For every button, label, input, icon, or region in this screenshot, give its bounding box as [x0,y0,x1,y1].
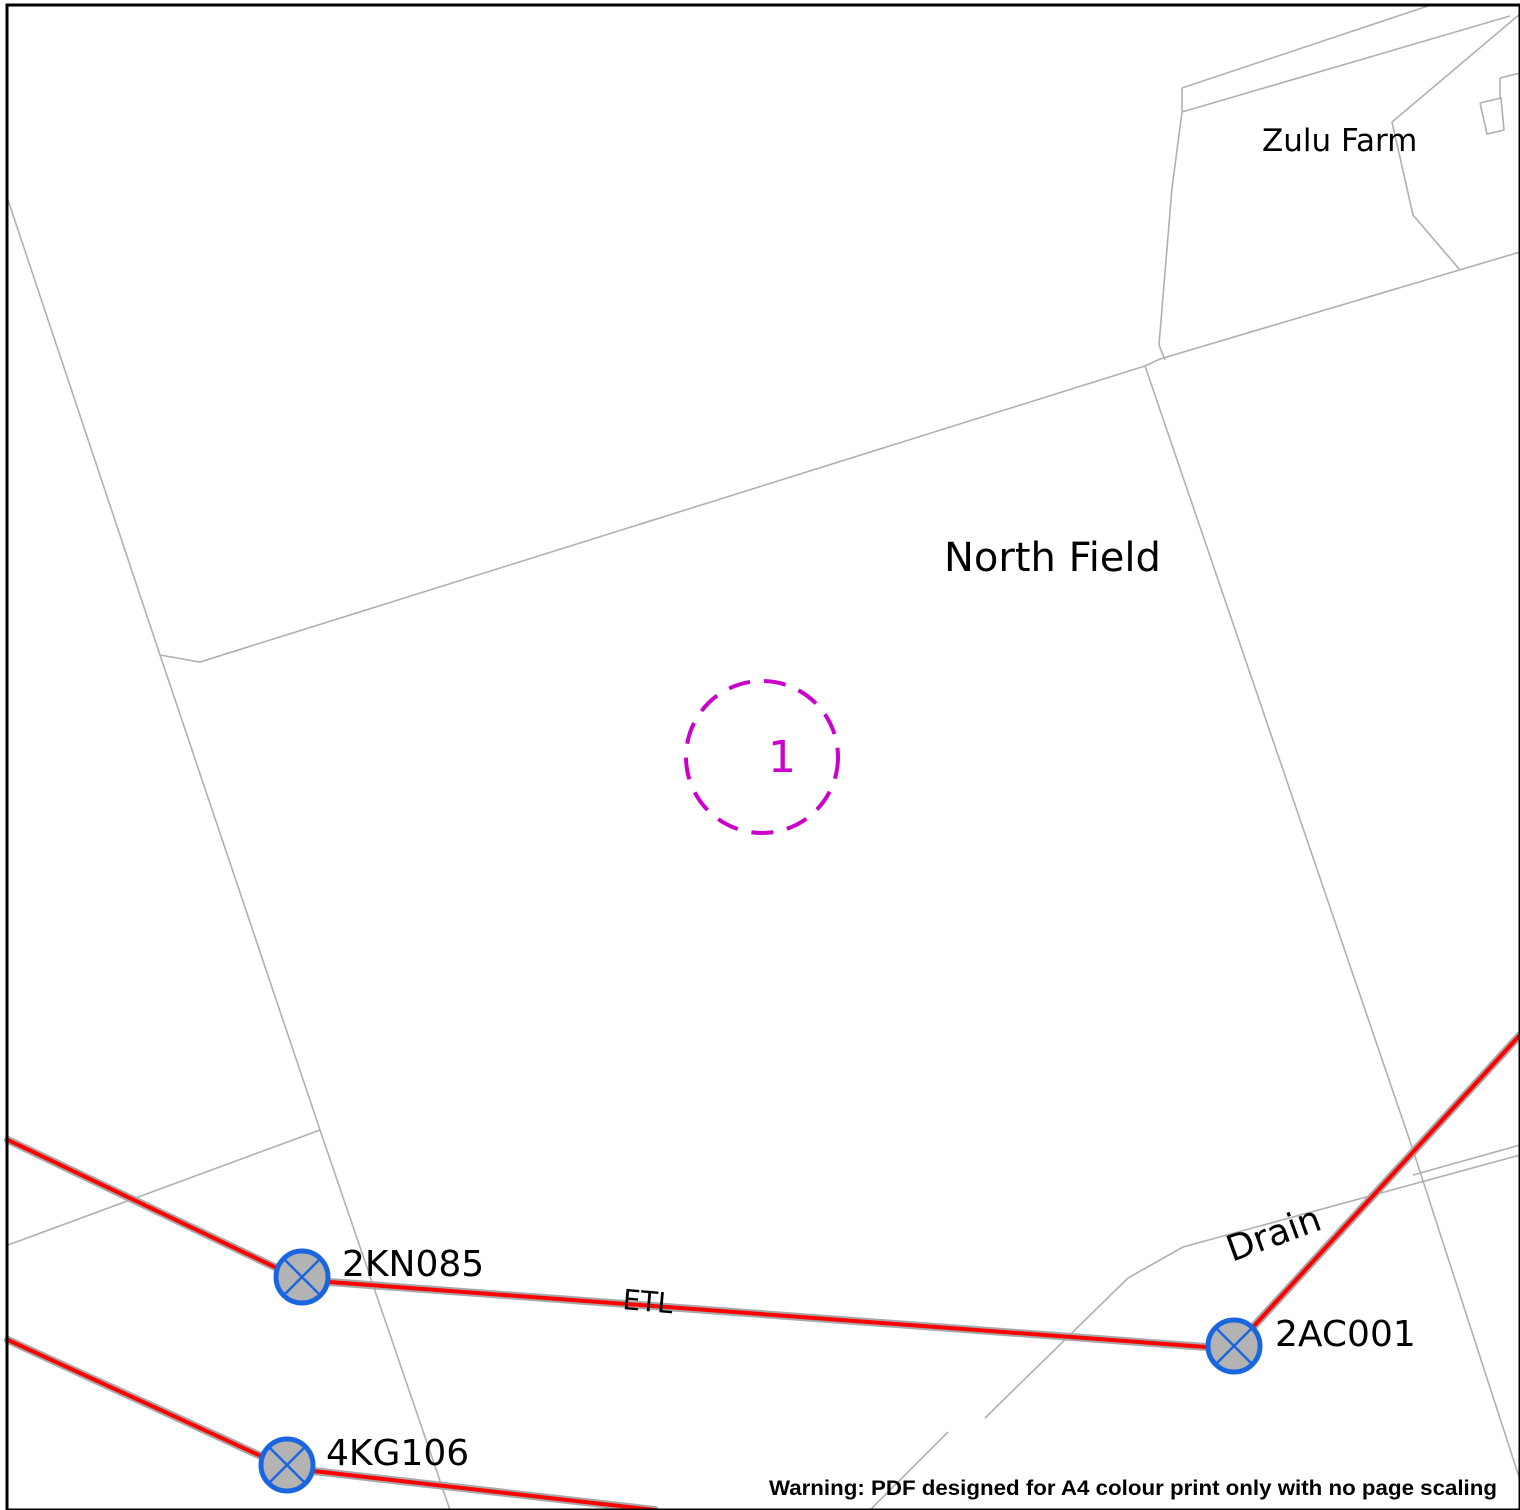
boundary-drain-bank [984,1246,1184,1419]
pole-2kn085[interactable] [273,1248,331,1306]
etl-line [6,1033,1520,1351]
boundary-farm-top-1 [1181,5,1429,89]
place-label-zulu-farm: Zulu Farm [1262,123,1417,159]
boundary-southwest [7,1129,321,1246]
pole-label-4kg106: 4KG106 [326,1433,469,1474]
pole-cross-b [1215,1327,1253,1365]
pole-2ac001[interactable] [1205,1317,1263,1375]
pole-4kg106[interactable] [258,1436,316,1494]
site-marker-label: 1 [768,732,796,783]
etl-line-south [6,1338,657,1510]
etl-label: ETL [621,1283,674,1320]
boundary-field-north [159,251,1520,663]
pole-label-2kn085: 2KN085 [342,1244,484,1285]
boundary-farm-west [1158,88,1183,361]
boundary-drain-bank-2 [869,1431,949,1510]
boundary-field-east [1144,365,1520,1481]
etl-casing [4,1031,1520,1353]
boundary-building-2 [1499,72,1520,79]
pole-cross-b [268,1446,306,1484]
electric-transmission-line [4,1031,1520,1510]
boundary-drain-north [1412,1144,1520,1176]
boundary-west-diagonal [7,199,451,1510]
print-warning: Warning: PDF designed for A4 colour prin… [769,1477,1497,1500]
place-label-north-field: North Field [944,535,1161,581]
boundary-farm-top-2 [1181,15,1511,113]
pole-cross-b [283,1258,321,1296]
boundary-building [1479,97,1505,135]
pole-label-2ac001: 2AC001 [1275,1314,1416,1355]
field-boundaries [7,5,1520,1510]
boundary-farm-inner [1391,13,1520,271]
map-frame [5,3,1520,1510]
etl-casing-south [4,1336,659,1510]
boundary-drain-south [1182,1154,1520,1248]
site-marker-circle[interactable] [684,679,840,835]
